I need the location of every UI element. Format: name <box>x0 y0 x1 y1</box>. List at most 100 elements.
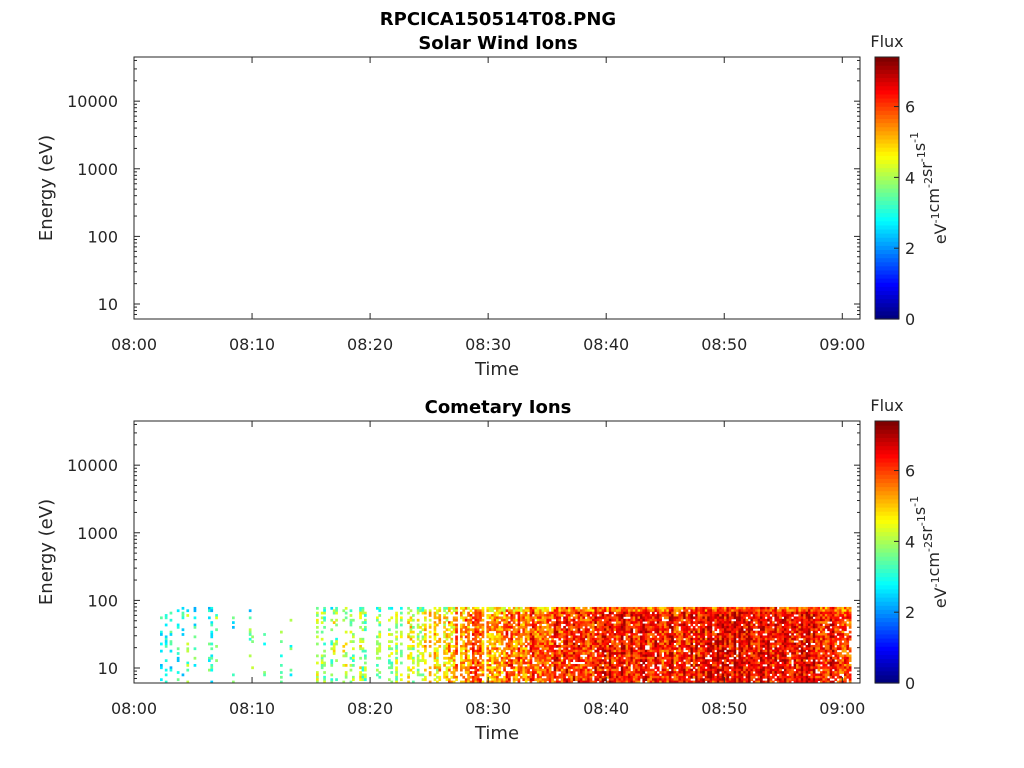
heatmap-cell <box>793 618 797 622</box>
heatmap-cell <box>479 630 482 634</box>
heatmap-cell <box>812 621 816 624</box>
heatmap-cell <box>496 678 499 682</box>
heatmap-cell <box>500 630 504 634</box>
heatmap-cell <box>764 652 768 655</box>
heatmap-cell <box>793 659 797 663</box>
heatmap-cell <box>534 642 538 646</box>
heatmap-cell <box>572 654 576 658</box>
heatmap-cell <box>805 668 809 672</box>
heatmap-cell <box>676 671 679 674</box>
heatmap-cell <box>676 680 679 684</box>
heatmap-cell <box>524 666 528 670</box>
heatmap-cell <box>676 642 679 646</box>
heatmap-cell <box>524 633 528 636</box>
heatmap-cell <box>736 625 739 629</box>
heatmap-cell <box>709 635 713 639</box>
heatmap-cell <box>755 611 758 615</box>
heatmap-cell <box>606 644 610 648</box>
heatmap-cell <box>748 666 751 670</box>
heatmap-cell <box>500 609 504 613</box>
heatmap-cell <box>493 628 497 632</box>
heatmap-cell <box>767 647 770 651</box>
heatmap-cell <box>623 614 626 617</box>
heatmap-cell <box>515 618 518 622</box>
heatmap-cell <box>488 659 492 663</box>
heatmap-cell <box>448 621 451 624</box>
heatmap-cell <box>764 668 768 672</box>
heatmap-cell <box>481 649 485 653</box>
heatmap-cell <box>577 671 581 674</box>
heatmap-cell <box>762 656 766 660</box>
heatmap-cell <box>395 649 398 653</box>
heatmap-cell <box>680 678 684 682</box>
heatmap-cell <box>474 673 478 677</box>
heatmap-cell <box>800 633 804 636</box>
heatmap-cell <box>606 668 610 672</box>
heatmap-cell <box>632 618 636 622</box>
heatmap-cell <box>784 640 787 643</box>
heatmap-cell <box>536 630 540 634</box>
heatmap-cell <box>690 635 694 639</box>
heatmap-cell <box>539 678 542 682</box>
heatmap-cell <box>640 625 643 629</box>
heatmap-cell <box>486 659 490 663</box>
heatmap-cell <box>623 673 626 677</box>
heatmap-cell <box>618 675 622 679</box>
heatmap-cell <box>558 644 562 648</box>
colorbar-swatch <box>875 77 899 83</box>
heatmap-cell <box>508 671 511 674</box>
heatmap-cell <box>359 656 362 660</box>
heatmap-cell <box>510 659 514 663</box>
heatmap-cell <box>716 663 720 667</box>
heatmap-cell <box>733 680 737 684</box>
heatmap-cell <box>623 625 626 629</box>
heatmap-cell <box>649 675 653 679</box>
heatmap-cell <box>659 654 662 658</box>
heatmap-cell <box>623 649 626 653</box>
heatmap-cell <box>767 640 770 643</box>
heatmap-cell <box>805 623 809 627</box>
heatmap-cell <box>668 637 672 641</box>
heatmap-cell <box>611 606 614 610</box>
heatmap-cell <box>448 609 451 613</box>
heatmap-cell <box>712 633 715 636</box>
heatmap-cell <box>673 625 677 629</box>
heatmap-cell <box>666 625 670 629</box>
heatmap-cell <box>421 637 425 641</box>
heatmap-cell <box>409 668 413 672</box>
heatmap-cell <box>505 661 509 665</box>
heatmap-cell <box>647 609 650 613</box>
heatmap-cell <box>496 606 499 610</box>
heatmap-cell <box>587 623 590 627</box>
heatmap-cell <box>536 606 540 610</box>
heatmap-cell <box>587 668 590 672</box>
heatmap-cell <box>798 609 802 613</box>
heatmap-cell <box>616 616 619 620</box>
heatmap-cell <box>656 642 660 646</box>
heatmap-cell <box>688 642 691 646</box>
heatmap-cell <box>712 614 715 617</box>
heatmap-cell <box>522 642 526 646</box>
heatmap-cell <box>671 616 674 620</box>
heatmap-cell <box>618 630 622 634</box>
heatmap-cell <box>527 606 530 610</box>
heatmap-cell <box>460 644 463 648</box>
heatmap-cell <box>786 606 790 610</box>
heatmap-cell <box>752 668 756 672</box>
heatmap-cell <box>767 675 770 679</box>
heatmap-cell <box>580 640 583 643</box>
heatmap-cell <box>762 666 766 670</box>
heatmap-cell <box>508 623 511 627</box>
colorbar-swatch <box>875 196 899 201</box>
heatmap-cell <box>517 678 521 682</box>
heatmap-cell <box>455 647 458 651</box>
heatmap-cell <box>630 614 634 617</box>
heatmap-cell <box>575 652 578 655</box>
heatmap-cell <box>772 675 775 679</box>
heatmap-cell <box>695 623 698 627</box>
heatmap-cell <box>805 640 809 643</box>
heatmap-cell <box>767 644 770 648</box>
heatmap-cell <box>496 625 499 629</box>
heatmap-cell <box>486 668 490 672</box>
heatmap-cell <box>685 623 689 627</box>
